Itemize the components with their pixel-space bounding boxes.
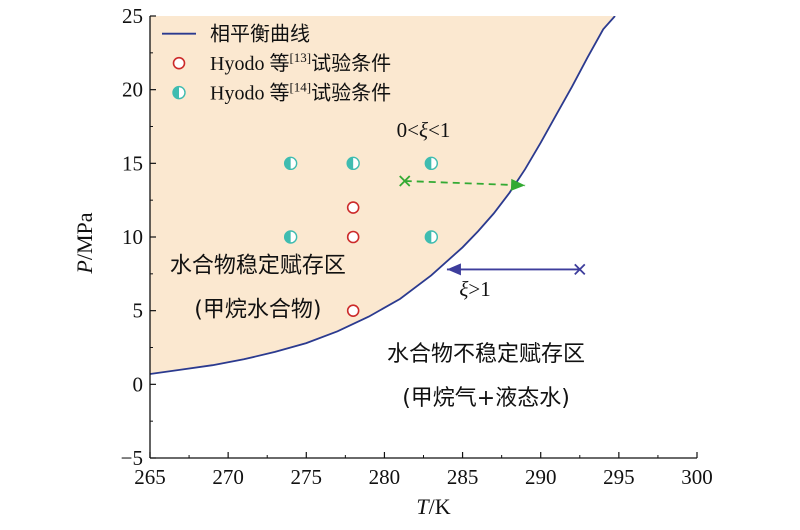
x-tick-label-275: 275 (291, 465, 323, 489)
data-point-s2-274K-10MPa (283, 230, 298, 244)
data-point-s1-278K-5MPa (346, 304, 360, 317)
x-tick-label-270: 270 (212, 465, 244, 489)
legend-label-hyodo-14: Hyodo 等[14]试验条件 (210, 80, 391, 105)
marker-fill (173, 86, 179, 99)
x-tick-label-280: 280 (369, 465, 401, 489)
unstable-region-sublabel: (甲烷气+液态水) (402, 386, 570, 411)
legend-label-phase-curve: 相平衡曲线 (210, 22, 310, 46)
y-tick-label-25: 25 (122, 4, 143, 28)
data-point-s2-283K-15MPa (424, 156, 439, 171)
legend-swatch-hyodo-14 (172, 85, 186, 100)
marker-fill (425, 157, 432, 170)
y-tick-label-20: 20 (122, 78, 143, 102)
arrow-0-head (510, 178, 526, 191)
x-tick-label-300: 300 (681, 465, 713, 489)
data-point-s1-278K-12MPa (346, 201, 360, 214)
x-tick-label-285: 285 (447, 465, 479, 489)
axes: 265 270 275 280 285 290 295 300 −5 0 5 10 15 20 25 (121, 4, 713, 489)
y-tick-label-15: 15 (122, 151, 143, 175)
legend: 相平衡曲线 Hyodo 等[13]试验条件 Hyodo 等[14]试验条件 (162, 22, 391, 105)
arrow-0-start-cross (399, 175, 411, 187)
arrows-layer (399, 175, 586, 276)
x-axis-label: T/K (416, 494, 450, 519)
arrow-1-head (446, 263, 461, 276)
x-tick-label-295: 295 (603, 465, 635, 489)
ticks-layer: 265 270 275 280 285 290 295 300 −5 0 5 10 15 20 25 (121, 4, 713, 489)
arrow-label-full: ξ>1 (459, 277, 490, 301)
region-labels: 水合物稳定赋存区 (甲烷水合物) 水合物不稳定赋存区 (甲烷气+液态水) (170, 253, 585, 411)
y-tick-label--5: −5 (121, 446, 143, 470)
legend-marker-hyodo-14 (172, 85, 186, 100)
stable-region-fill (150, 16, 615, 374)
marker-fill (425, 231, 432, 243)
y-axis-label: P/MPa (72, 212, 97, 274)
y-tick-label-10: 10 (122, 225, 143, 249)
legend-label-hyodo-13: Hyodo 等[13]试验条件 (210, 50, 391, 75)
marker-fill (284, 157, 291, 170)
data-point-s1-278K-10MPa (346, 230, 360, 244)
y-tick-label-0: 0 (133, 372, 144, 396)
y-tick-label-5: 5 (133, 299, 144, 323)
arrow-0-shaft (404, 180, 526, 187)
stable-region-sublabel: (甲烷水合物) (194, 298, 321, 323)
phase-equilibrium-curve (150, 16, 616, 375)
legend-swatch-hyodo-13 (172, 56, 186, 70)
x-tick-label-265: 265 (134, 465, 166, 489)
unstable-region-label: 水合物不稳定赋存区 (387, 342, 585, 367)
data-point-s2-283K-10MPa (424, 230, 439, 244)
data-point-s2-274K-15MPa (283, 156, 298, 171)
data-point-s2-278K-15MPa (346, 156, 360, 171)
marker-fill (347, 157, 354, 170)
stable-region-label: 水合物稳定赋存区 (170, 253, 346, 278)
arrow-1-start-cross (574, 263, 586, 276)
arrow-label-partial: 0<ξ<1 (397, 118, 451, 142)
x-tick-label-290: 290 (525, 465, 557, 489)
markers-layer (283, 156, 439, 317)
marker-fill (284, 231, 291, 243)
